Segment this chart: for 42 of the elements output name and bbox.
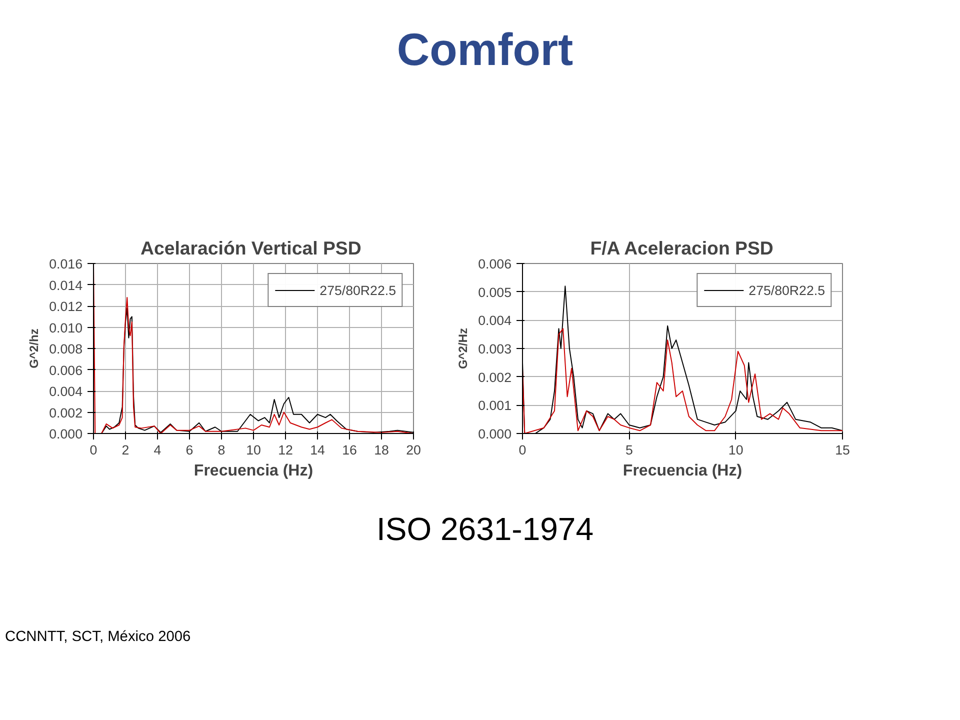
y-axis-title: G^2/Hz [456,328,470,370]
text: ISO 2631-1974 [376,510,594,549]
x-tick-label: 5 [625,442,633,458]
y-tick-label: 0.006 [49,362,83,378]
x-tick-label: 18 [374,442,389,458]
legend-label: 275/80R22.5 [748,282,825,298]
x-tick-label: 6 [186,442,194,458]
x-tick-label: 10 [246,442,261,458]
y-tick-label: 0.000 [49,426,83,442]
y-tick-label: 0.002 [49,405,83,420]
y-tick-label: 0.001 [478,398,512,414]
y-tick-label: 0.003 [478,342,512,356]
x-tick-label: 2 [122,442,130,458]
text: Comfort [396,23,574,77]
text: CCNNTT, SCT, México 2006 [5,628,191,647]
y-tick-label: 0.010 [49,320,83,336]
y-tick-label: 0.016 [49,256,83,272]
x-tick-label: 14 [310,442,326,458]
y-tick-label: 0.014 [49,278,84,293]
x-tick-label: 16 [342,442,357,458]
x-tick-label: 0 [518,442,526,458]
y-tick-label: 0.006 [478,256,512,272]
x-tick-label: 20 [406,442,421,458]
x-tick-label: 8 [218,442,226,458]
legend-label: 275/80R22.5 [320,282,396,298]
chart-title: Acelaración Vertical PSD [140,238,362,258]
x-tick-label: 12 [278,442,293,458]
chart-title: F/A Aceleracion PSD [590,238,774,258]
y-tick-label: 0.005 [478,284,512,300]
y-tick-label: 0.004 [478,313,512,328]
y-tick-label: 0.000 [478,426,512,442]
x-tick-label: 0 [90,442,98,458]
x-axis-title: Frecuencia (Hz) [622,462,742,480]
x-tick-label: 4 [154,442,162,458]
x-tick-label: 15 [835,442,850,458]
y-tick-label: 0.012 [49,299,83,314]
y-tick-label: 0.002 [478,370,512,385]
x-axis-title: Frecuencia (Hz) [194,462,314,480]
x-tick-label: 10 [728,442,744,458]
y-tick-label: 0.008 [49,342,83,356]
y-tick-label: 0.004 [49,384,84,399]
y-axis-title: G^2/hz [27,328,42,368]
